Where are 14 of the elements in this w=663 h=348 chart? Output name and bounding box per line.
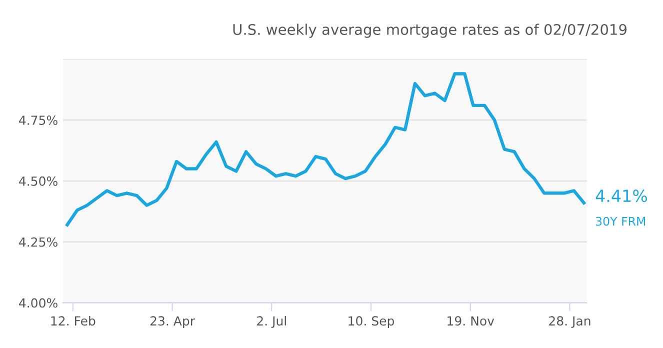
x-tick-label: 12. Feb — [51, 316, 96, 326]
x-tick-label: 23. Apr — [150, 316, 196, 328]
y-tick-label: 4.50% — [19, 176, 58, 186]
y-tick-label: 4.00% — [19, 298, 58, 308]
x-tick-label: 10. Sep — [348, 316, 394, 328]
annotation: 4.41% — [596, 190, 648, 202]
series-label: 30Y FRM — [596, 216, 646, 226]
y-tick-label: 4.75% — [19, 116, 58, 125]
x-tick-label: 2. Jul — [257, 316, 286, 328]
y-tick-label: 4.25% — [19, 237, 58, 247]
x-tick-label: 28. Jan — [549, 316, 590, 328]
line-series — [66, 72, 586, 226]
x-tick-label: 19. Nov — [448, 316, 494, 326]
chart-title: U.S. weekly average mortgage rates as of 02/07/2019 — [233, 24, 627, 38]
